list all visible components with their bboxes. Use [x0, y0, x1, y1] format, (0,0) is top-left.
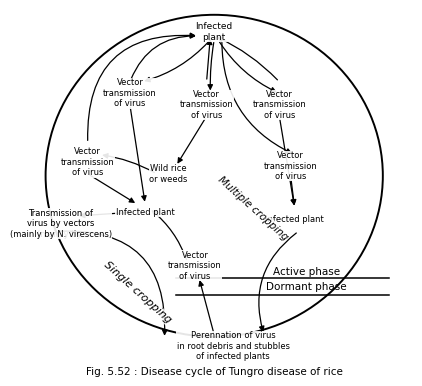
Text: Multiple cropping: Multiple cropping	[216, 174, 289, 242]
Text: Vector
transmission
of virus: Vector transmission of virus	[168, 251, 222, 281]
Text: Wild rice
or weeds: Wild rice or weeds	[149, 164, 187, 183]
Text: Dormant phase: Dormant phase	[266, 282, 346, 292]
Text: Transmission of
virus by vectors
(mainly by N. virescens): Transmission of virus by vectors (mainly…	[10, 209, 112, 239]
Text: Infected plant: Infected plant	[265, 215, 324, 224]
Text: Transmission of
virus by vectors
(mainly by: Transmission of virus by vectors (mainly…	[27, 209, 95, 239]
Text: Active phase: Active phase	[273, 267, 340, 276]
Text: Vector
transmission
of virus: Vector transmission of virus	[264, 151, 318, 181]
Text: Vector
transmission
of virus: Vector transmission of virus	[180, 90, 233, 120]
Text: Perennation of virus
in root debris and stubbles
of infected plants: Perennation of virus in root debris and …	[177, 332, 290, 361]
Text: Fig. 5.52 : Disease cycle of Tungro disease of rice: Fig. 5.52 : Disease cycle of Tungro dise…	[86, 367, 343, 377]
Text: Vector
transmission
of virus: Vector transmission of virus	[103, 78, 157, 108]
Text: Single cropping: Single cropping	[102, 260, 173, 325]
Text: Vector
transmission
of virus: Vector transmission of virus	[252, 90, 306, 120]
Text: Infected plant: Infected plant	[116, 208, 175, 217]
Text: Infected
plant: Infected plant	[195, 22, 233, 42]
Text: Vector
transmission
of virus: Vector transmission of virus	[61, 147, 115, 177]
